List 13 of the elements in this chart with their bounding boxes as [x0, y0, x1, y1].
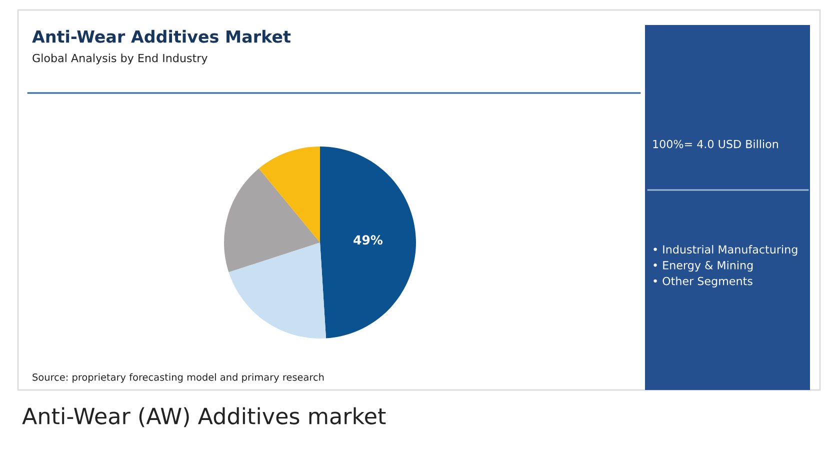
text: Global Analysis by End Industry — [32, 54, 208, 64]
text: • Industrial Manufacturing — [654, 245, 798, 256]
data-label: 49% — [354, 235, 383, 245]
pie-slice — [320, 146, 416, 338]
source-note: Source: proprietary forecasting model and primary research — [32, 373, 324, 383]
pie-slice — [228, 242, 326, 338]
text: 100%= 4.0 USD Billion — [653, 140, 778, 148]
chart-title: Anti-Wear Additives Market — [32, 30, 291, 43]
text: • Other Segments — [654, 276, 752, 288]
text: Anti-Wear (AW) Additives market — [22, 407, 386, 428]
pie-slice — [224, 168, 320, 272]
pie-slice — [258, 146, 320, 242]
text: • Energy & Mining — [654, 260, 753, 272]
